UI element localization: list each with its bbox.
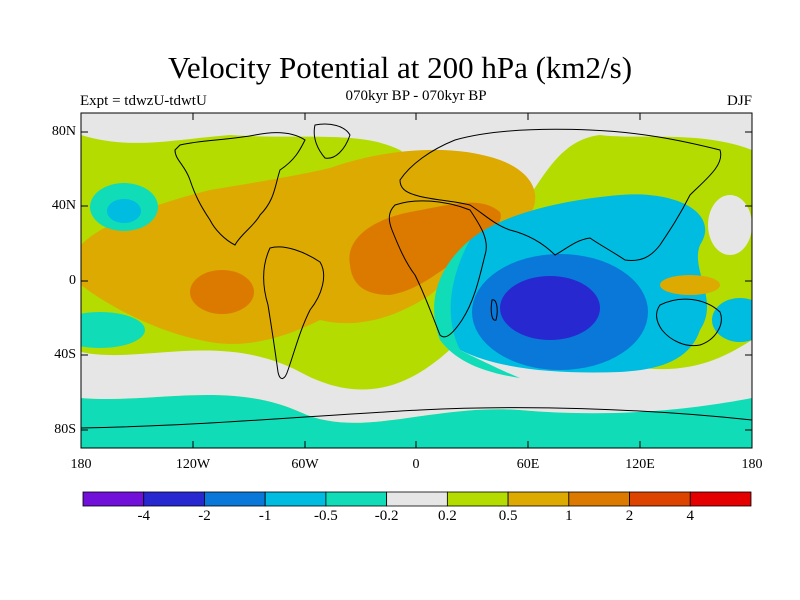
season-label: DJF (726, 93, 752, 109)
coastlines (81, 123, 752, 429)
colorbar-swatch (204, 491, 266, 507)
indian-ocean-teal-edge (434, 240, 520, 378)
southwest-pacific-teal (81, 312, 145, 348)
colorbar-label: -0.2 (374, 508, 399, 524)
lat-tick-label: 0 (69, 273, 76, 288)
pacific-positive-core (190, 270, 254, 314)
chart-title: Velocity Potential at 200 hPa (km2/s) (167, 50, 633, 85)
tick-marks (81, 113, 752, 448)
maritime-continent-positive (660, 275, 720, 295)
colorbar-swatch (689, 491, 752, 507)
colorbar-label: -2 (198, 508, 211, 524)
experiment-label: Expt = tdwzU-tdwtU (80, 93, 207, 109)
lat-tick-label: 80N (51, 124, 76, 139)
colorbar-label: -4 (137, 508, 150, 524)
colorbar-swatch (629, 491, 691, 507)
colorbar (82, 491, 752, 507)
colorbar-label: 0.2 (437, 508, 457, 524)
colorbar-label: 1 (565, 508, 573, 524)
period-subtitle: 070kyr BP - 070kyr BP (345, 88, 487, 104)
lat-tick-label: 40N (51, 198, 76, 213)
colorbar-label: 4 (686, 508, 695, 524)
colorbar-swatch (325, 491, 388, 507)
lat-tick-label: 40S (54, 347, 76, 362)
west-pacific-negative (712, 298, 752, 342)
north-pacific-negative (107, 199, 141, 223)
lon-tick-label: 60W (291, 457, 319, 472)
lon-tick-label: 0 (412, 457, 420, 472)
colorbar-swatch (568, 491, 630, 507)
lon-tick-label: 120E (625, 457, 655, 472)
colorbar-swatch (507, 491, 570, 507)
lon-tick-label: 60E (516, 457, 540, 472)
colorbar-label: 2 (625, 508, 634, 524)
northwest-pacific-grey (708, 195, 752, 255)
lon-tick-label: 180 (741, 457, 763, 472)
lat-tick-label: 80S (54, 422, 76, 437)
lon-tick-label: 180 (70, 457, 92, 472)
africa-positive-core (349, 202, 501, 295)
lon-tick-label: 120W (175, 457, 211, 472)
colorbar-swatch (143, 491, 205, 507)
colorbar-swatch (264, 491, 327, 507)
colorbar-label: -0.5 (314, 508, 338, 524)
colorbar-label: -1 (258, 508, 272, 524)
colorbar-label: 0.5 (498, 508, 518, 524)
colorbar-swatch (446, 491, 509, 507)
southern-grey-zone (81, 321, 752, 423)
southern-ocean-band (81, 394, 752, 448)
indian-ocean-minimum (500, 276, 600, 340)
contour-fill (81, 113, 752, 448)
colorbar-swatch (386, 491, 448, 507)
colorbar-swatch (82, 491, 145, 507)
